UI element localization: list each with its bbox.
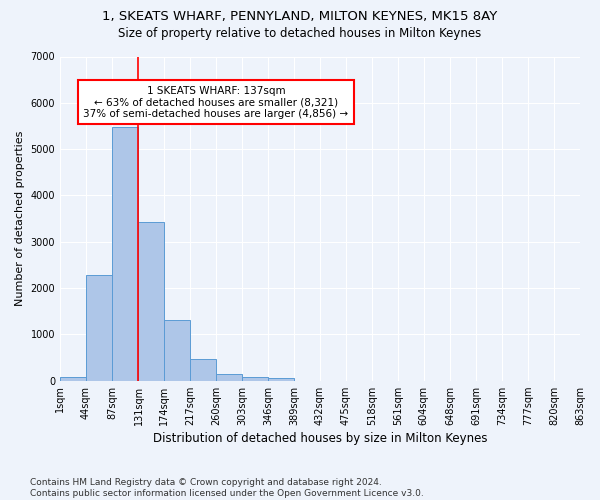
- Text: 1 SKEATS WHARF: 137sqm
← 63% of detached houses are smaller (8,321)
37% of semi-: 1 SKEATS WHARF: 137sqm ← 63% of detached…: [83, 86, 349, 119]
- Bar: [164, 320, 190, 380]
- Bar: [112, 127, 139, 380]
- Text: Contains HM Land Registry data © Crown copyright and database right 2024.
Contai: Contains HM Land Registry data © Crown c…: [30, 478, 424, 498]
- Text: Size of property relative to detached houses in Milton Keynes: Size of property relative to detached ho…: [118, 28, 482, 40]
- Bar: [216, 374, 242, 380]
- Bar: [242, 376, 268, 380]
- Y-axis label: Number of detached properties: Number of detached properties: [15, 131, 25, 306]
- Bar: [268, 378, 294, 380]
- Bar: [139, 222, 164, 380]
- Text: 1, SKEATS WHARF, PENNYLAND, MILTON KEYNES, MK15 8AY: 1, SKEATS WHARF, PENNYLAND, MILTON KEYNE…: [103, 10, 497, 23]
- Bar: [86, 275, 112, 380]
- X-axis label: Distribution of detached houses by size in Milton Keynes: Distribution of detached houses by size …: [153, 432, 487, 445]
- Bar: [60, 377, 86, 380]
- Bar: [190, 360, 216, 380]
